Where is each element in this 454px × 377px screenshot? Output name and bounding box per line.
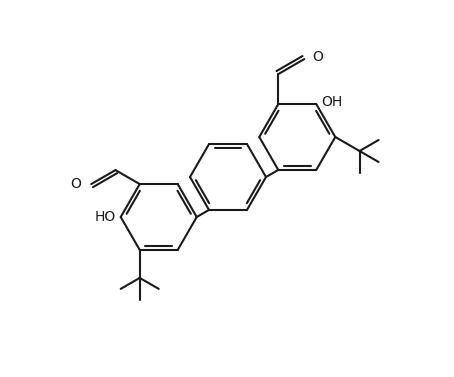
Text: O: O — [312, 50, 323, 64]
Text: O: O — [70, 177, 81, 191]
Text: HO: HO — [94, 210, 116, 224]
Text: OH: OH — [321, 95, 342, 109]
